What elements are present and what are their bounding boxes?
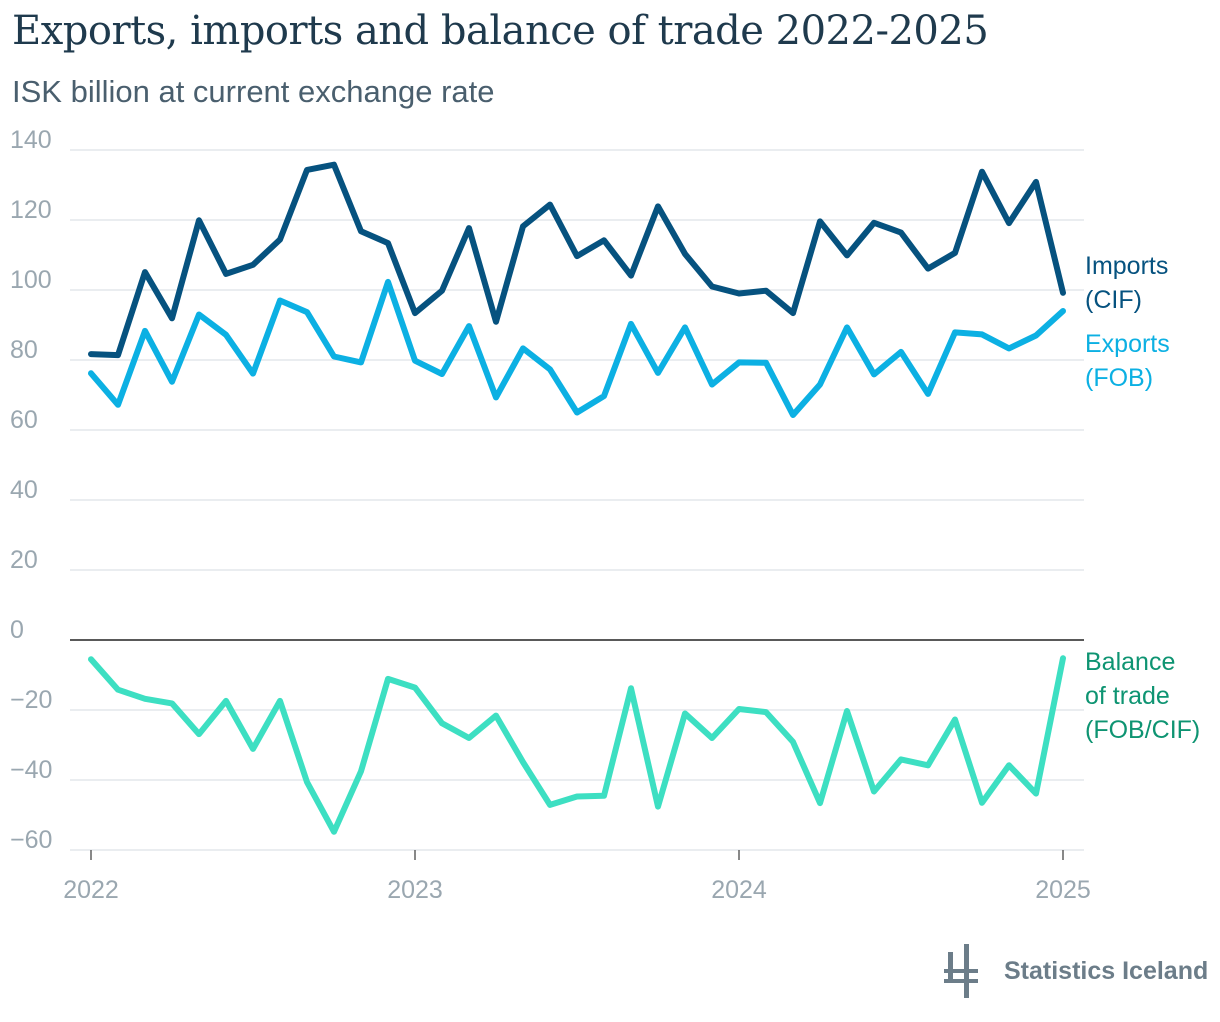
y-tick-label: 40 — [10, 476, 38, 504]
y-tick-label: 20 — [10, 546, 38, 574]
x-tick-label: 2023 — [387, 876, 443, 904]
x-tick-label: 2025 — [1035, 876, 1091, 904]
series-line-balance — [88, 655, 1066, 835]
series-label-exports: Exports — [1085, 330, 1170, 358]
series-lines — [88, 161, 1066, 835]
y-tick-label: 100 — [10, 266, 52, 294]
statistics-iceland-logo-text: Statistics Iceland — [1004, 956, 1209, 985]
chart-title: Exports, imports and balance of trade 20… — [12, 8, 989, 54]
y-tick-label: 120 — [10, 196, 52, 224]
grid-lines — [70, 149, 1084, 851]
y-tick-label: −60 — [10, 826, 52, 854]
series-labels: Imports (CIF) Exports (FOB) Balance of trade (… — [1085, 252, 1200, 744]
x-tick-label: 2024 — [711, 876, 767, 904]
series-label-imports: (CIF) — [1085, 286, 1142, 314]
x-axis: 2022 2023 2024 2025 — [63, 850, 1091, 904]
y-tick-label: 60 — [10, 406, 38, 434]
series-line-exports — [88, 278, 1066, 418]
y-tick-label: −20 — [10, 686, 52, 714]
series-label-balance: Balance — [1085, 648, 1175, 676]
y-tick-label: 0 — [10, 616, 24, 644]
y-tick-label: 140 — [10, 126, 52, 154]
series-label-balance: of trade — [1085, 682, 1170, 710]
series-label-balance: (FOB/CIF) — [1085, 716, 1200, 744]
series-line-imports — [88, 161, 1066, 359]
series-label-imports: Imports — [1085, 252, 1168, 280]
statistics-iceland-logo-icon — [944, 944, 978, 998]
series-label-exports: (FOB) — [1085, 364, 1153, 392]
y-axis-ticks: 140 120 100 80 60 40 20 0 −20 −40 −60 — [10, 126, 52, 854]
statistics-iceland-logo[interactable]: Statistics Iceland — [944, 944, 1208, 998]
chart-subtitle: ISK billion at current exchange rate — [12, 74, 495, 109]
y-tick-label: −40 — [10, 756, 52, 784]
x-tick-label: 2022 — [63, 876, 119, 904]
y-tick-label: 80 — [10, 336, 38, 364]
